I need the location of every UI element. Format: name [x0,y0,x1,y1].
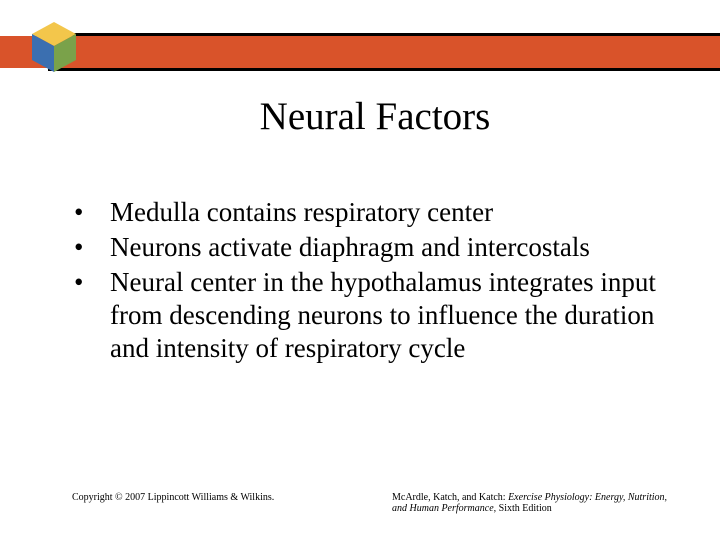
bullet-list: Medulla contains respiratory center Neur… [92,196,672,367]
slide-title: Neural Factors [0,94,720,139]
header-bar [0,36,720,68]
footer-citation-suffix: Sixth Edition [496,503,552,514]
bullet-item: Medulla contains respiratory center [92,196,672,229]
header-rule-bottom [48,68,720,71]
bullet-item: Neural center in the hypothalamus integr… [92,266,672,365]
header-band [0,36,720,68]
cube-logo-icon [26,20,82,76]
footer: Copyright © 2007 Lippincott Williams & W… [72,492,672,514]
bullet-item: Neurons activate diaphragm and intercost… [92,231,672,264]
header-rule-top [48,33,720,36]
footer-copyright: Copyright © 2007 Lippincott Williams & W… [72,492,274,503]
footer-citation: McArdle, Katch, and Katch: Exercise Phys… [392,492,672,514]
footer-citation-prefix: McArdle, Katch, and Katch: [392,492,508,503]
